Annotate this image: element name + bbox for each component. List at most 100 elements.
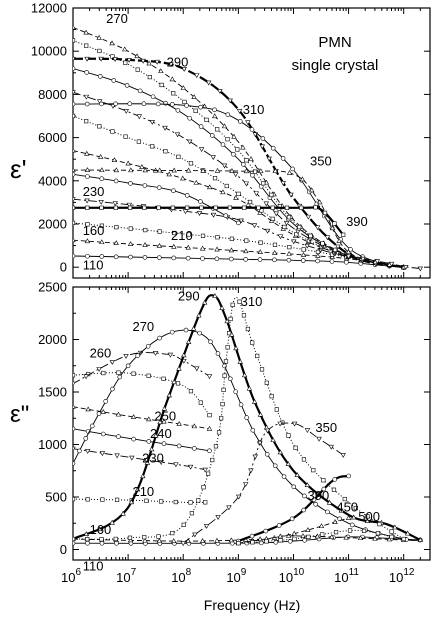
x-tick-label: 106 <box>61 567 81 585</box>
data-point <box>277 533 284 539</box>
data-point <box>161 376 166 381</box>
data-point <box>212 113 218 119</box>
data-point <box>324 235 331 241</box>
data-point <box>219 305 225 310</box>
data-point <box>259 144 266 150</box>
data-point <box>159 499 164 504</box>
data-point <box>128 226 133 231</box>
data-point <box>257 411 264 417</box>
data-point <box>140 473 146 479</box>
data-point <box>161 405 168 411</box>
data-point <box>97 124 102 129</box>
data-point <box>188 161 194 166</box>
data-point <box>251 398 258 404</box>
data-point <box>152 351 159 356</box>
data-point <box>238 402 244 408</box>
data-point <box>73 237 76 243</box>
data-point <box>198 104 203 110</box>
plot-frame <box>72 286 431 561</box>
data-point <box>126 202 133 208</box>
x-tick-label: 1012 <box>389 567 415 585</box>
data-point <box>128 167 134 173</box>
data-point <box>332 519 338 524</box>
data-point <box>73 147 76 153</box>
curve-label: 260 <box>90 345 112 360</box>
data-point <box>278 538 283 543</box>
data-point <box>372 535 378 541</box>
data-point <box>101 370 106 376</box>
data-point <box>215 515 221 520</box>
data-point <box>180 541 186 547</box>
data-point <box>188 389 194 394</box>
data-point <box>305 527 311 532</box>
data-point <box>110 129 115 134</box>
data-point <box>214 246 220 252</box>
data-point <box>127 241 134 246</box>
curve-label: 390 <box>308 488 330 503</box>
data-point <box>232 172 239 178</box>
data-point <box>258 240 263 245</box>
data-point <box>167 352 174 358</box>
data-point <box>206 425 213 431</box>
data-point <box>192 446 197 451</box>
data-point <box>230 302 235 307</box>
data-point <box>85 537 90 542</box>
data-point <box>207 448 212 454</box>
data-point <box>346 473 351 479</box>
data-point <box>244 238 249 243</box>
data-point <box>286 215 292 220</box>
data-point <box>222 373 227 378</box>
curve-label: 270 <box>132 319 154 334</box>
data-point <box>257 440 263 446</box>
data-point <box>332 221 337 226</box>
data-point <box>255 353 260 359</box>
data-point <box>315 258 320 264</box>
data-point <box>103 399 108 404</box>
data-point <box>280 181 286 186</box>
data-point <box>123 354 129 359</box>
data-point <box>257 249 263 254</box>
data-point <box>171 379 177 384</box>
data-point <box>300 258 306 263</box>
data-point <box>198 147 205 153</box>
data-point <box>269 394 274 399</box>
data-point <box>272 168 279 173</box>
data-point <box>264 451 270 457</box>
data-point <box>175 381 181 386</box>
data-point <box>286 433 291 438</box>
data-point <box>235 147 240 152</box>
curve-label: 160 <box>83 223 105 238</box>
data-point <box>73 66 76 71</box>
data-point <box>228 247 235 253</box>
data-point <box>85 205 90 210</box>
curves <box>73 24 424 272</box>
data-point <box>286 250 292 256</box>
data-point <box>144 459 151 465</box>
data-point <box>143 227 148 233</box>
data-point <box>154 59 160 65</box>
data-point <box>389 529 394 534</box>
data-point <box>196 498 201 503</box>
data-point <box>237 299 242 304</box>
y-tick-label: 8000 <box>38 87 67 102</box>
data-point <box>200 167 206 173</box>
data-point <box>291 484 297 490</box>
data-point <box>181 352 187 358</box>
data-point <box>73 90 76 96</box>
data-point <box>272 242 278 247</box>
data-point <box>231 133 237 139</box>
data-point <box>281 474 287 479</box>
data-point <box>125 160 131 166</box>
data-point <box>228 256 234 262</box>
data-point <box>343 534 349 540</box>
data-point <box>316 436 322 442</box>
data-point <box>217 89 223 94</box>
x-tick-label: 1010 <box>279 567 305 585</box>
data-point <box>171 188 176 194</box>
data-point <box>223 359 229 364</box>
data-point <box>124 83 130 88</box>
data-point <box>374 259 381 265</box>
data-point <box>99 239 105 245</box>
series-line <box>73 372 210 416</box>
data-point <box>141 101 147 107</box>
